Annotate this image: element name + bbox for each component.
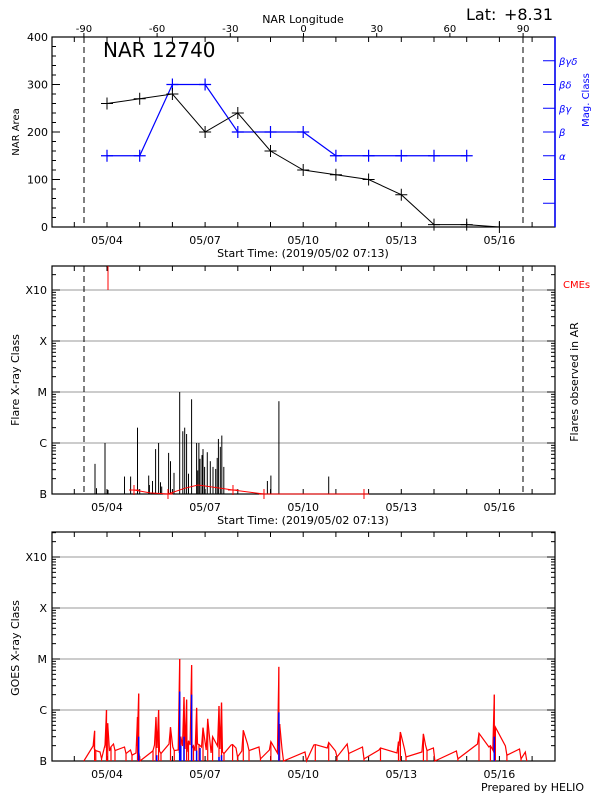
nar-area-point — [231, 107, 244, 119]
nar-area-axis-label: NAR Area — [11, 108, 22, 155]
panel2-y-tick-label: B — [39, 488, 47, 501]
mag-class-point — [264, 126, 277, 138]
longitude-axis-label: NAR Longitude — [262, 13, 344, 26]
cme-marker — [258, 489, 269, 499]
panel1-x-tick-label: 05/04 — [91, 234, 123, 247]
cme-marker — [227, 484, 238, 495]
longitude-tick-label: 0 — [300, 24, 306, 35]
panel3-plot-frame — [51, 531, 556, 762]
latitude-value: +8.31 — [504, 5, 553, 24]
flare-class-axis-label: Flare X-ray Class — [9, 334, 22, 426]
area-y-tick-label: 100 — [27, 174, 48, 187]
flares-observed-axis-label: Flares observed in AR — [568, 322, 581, 442]
longitude-tick-label: -30 — [222, 24, 238, 35]
area-y-tick-label: 400 — [27, 31, 48, 44]
nar-area-line — [106, 93, 500, 228]
nar-area-point — [133, 92, 146, 105]
nar-area-point — [329, 168, 342, 181]
cme-marker — [129, 484, 139, 495]
cme-legend-label: CMEs — [563, 280, 590, 291]
panel2-plot-frame — [51, 265, 556, 495]
area-y-tick-label: 0 — [41, 221, 48, 234]
area-y-tick-label: 300 — [27, 79, 48, 92]
mag-class-point — [101, 149, 113, 162]
mag-class-point — [231, 126, 244, 138]
panel2-x-tick-label: 05/10 — [287, 501, 319, 514]
nar-area-point — [199, 126, 212, 138]
mag-class-point — [460, 149, 473, 162]
panel3-y-tick-label: B — [39, 755, 47, 768]
cme-track-line — [133, 484, 364, 495]
nar-area-point — [493, 221, 506, 233]
goes-class-axis-label: GOES X-ray Class — [9, 600, 22, 696]
mag-class-point — [133, 149, 146, 162]
longitude-tick-label: 30 — [370, 24, 383, 35]
longitude-tick-label: -90 — [76, 24, 92, 35]
area-y-tick-label: 200 — [27, 126, 48, 139]
panel3-x-tick-label: 05/10 — [287, 768, 319, 781]
panel3-y-tick-label: X10 — [25, 551, 47, 564]
panel2-x-tick-label: 05/04 — [91, 501, 123, 514]
mag-class-tick-label: βγδ — [558, 57, 577, 68]
cme-marker — [162, 489, 173, 499]
mag-class-tick-label: α — [559, 152, 566, 163]
panel2-x-axis-label: Start Time: (2019/05/02 07:13) — [217, 514, 389, 527]
panel1-x-tick-label: 05/13 — [385, 234, 417, 247]
nar-area-point — [297, 164, 310, 176]
panel2-x-tick-label: 05/13 — [385, 501, 417, 514]
mag-class-tick-label: βδ — [558, 81, 572, 92]
panel1-x-axis-label: Start Time: (2019/05/02 07:13) — [217, 247, 389, 260]
mag-class-tick-label: β — [558, 128, 566, 139]
panel1-x-tick-label: 05/16 — [484, 234, 516, 247]
panel1-x-tick-label: 05/07 — [189, 234, 221, 247]
nar-area-point — [166, 88, 179, 100]
nar-area-point — [428, 218, 440, 231]
longitude-tick-label: -60 — [149, 24, 165, 35]
nar-area-point — [362, 173, 375, 186]
mag-class-point — [395, 149, 408, 162]
nar-area-point — [460, 218, 473, 231]
mag-class-point — [362, 149, 375, 162]
panel3-x-tick-label: 05/07 — [189, 768, 221, 781]
panel1-x-tick-label: 05/10 — [287, 234, 319, 247]
panel2-y-tick-label: X — [39, 335, 47, 348]
panel2-x-tick-label: 05/07 — [189, 501, 221, 514]
nar-title: NAR 12740 — [103, 38, 216, 62]
panel3-y-tick-label: M — [38, 653, 48, 666]
nar-area-point — [101, 97, 113, 110]
panel3-x-tick-label: 05/13 — [385, 768, 417, 781]
longitude-tick-label: 60 — [444, 24, 457, 35]
panel2-x-tick-label: 05/16 — [484, 501, 516, 514]
mag-class-tick-label: βγ — [558, 104, 572, 115]
longitude-tick-label: 90 — [517, 24, 530, 35]
prepared-by-credit: Prepared by HELIO — [481, 781, 584, 794]
panel2-y-tick-label: X10 — [25, 284, 47, 297]
mag-class-point — [199, 78, 212, 91]
mag-class-point — [428, 149, 440, 162]
nar-area-point — [395, 188, 408, 201]
cme-marker — [358, 489, 369, 499]
latitude-label: Lat: — [466, 5, 496, 24]
mag-class-axis-label: Mag. Class — [581, 73, 592, 127]
panel3-y-tick-label: C — [39, 704, 47, 717]
panel3-y-tick-label: X — [39, 602, 47, 615]
panel2-y-tick-label: C — [39, 437, 47, 450]
mag-class-point — [329, 149, 342, 162]
panel3-x-tick-label: 05/04 — [91, 768, 123, 781]
panel3-x-tick-label: 05/16 — [484, 768, 516, 781]
mag-class-point — [297, 126, 310, 138]
panel2-y-tick-label: M — [38, 386, 48, 399]
nar-area-point — [264, 145, 277, 157]
